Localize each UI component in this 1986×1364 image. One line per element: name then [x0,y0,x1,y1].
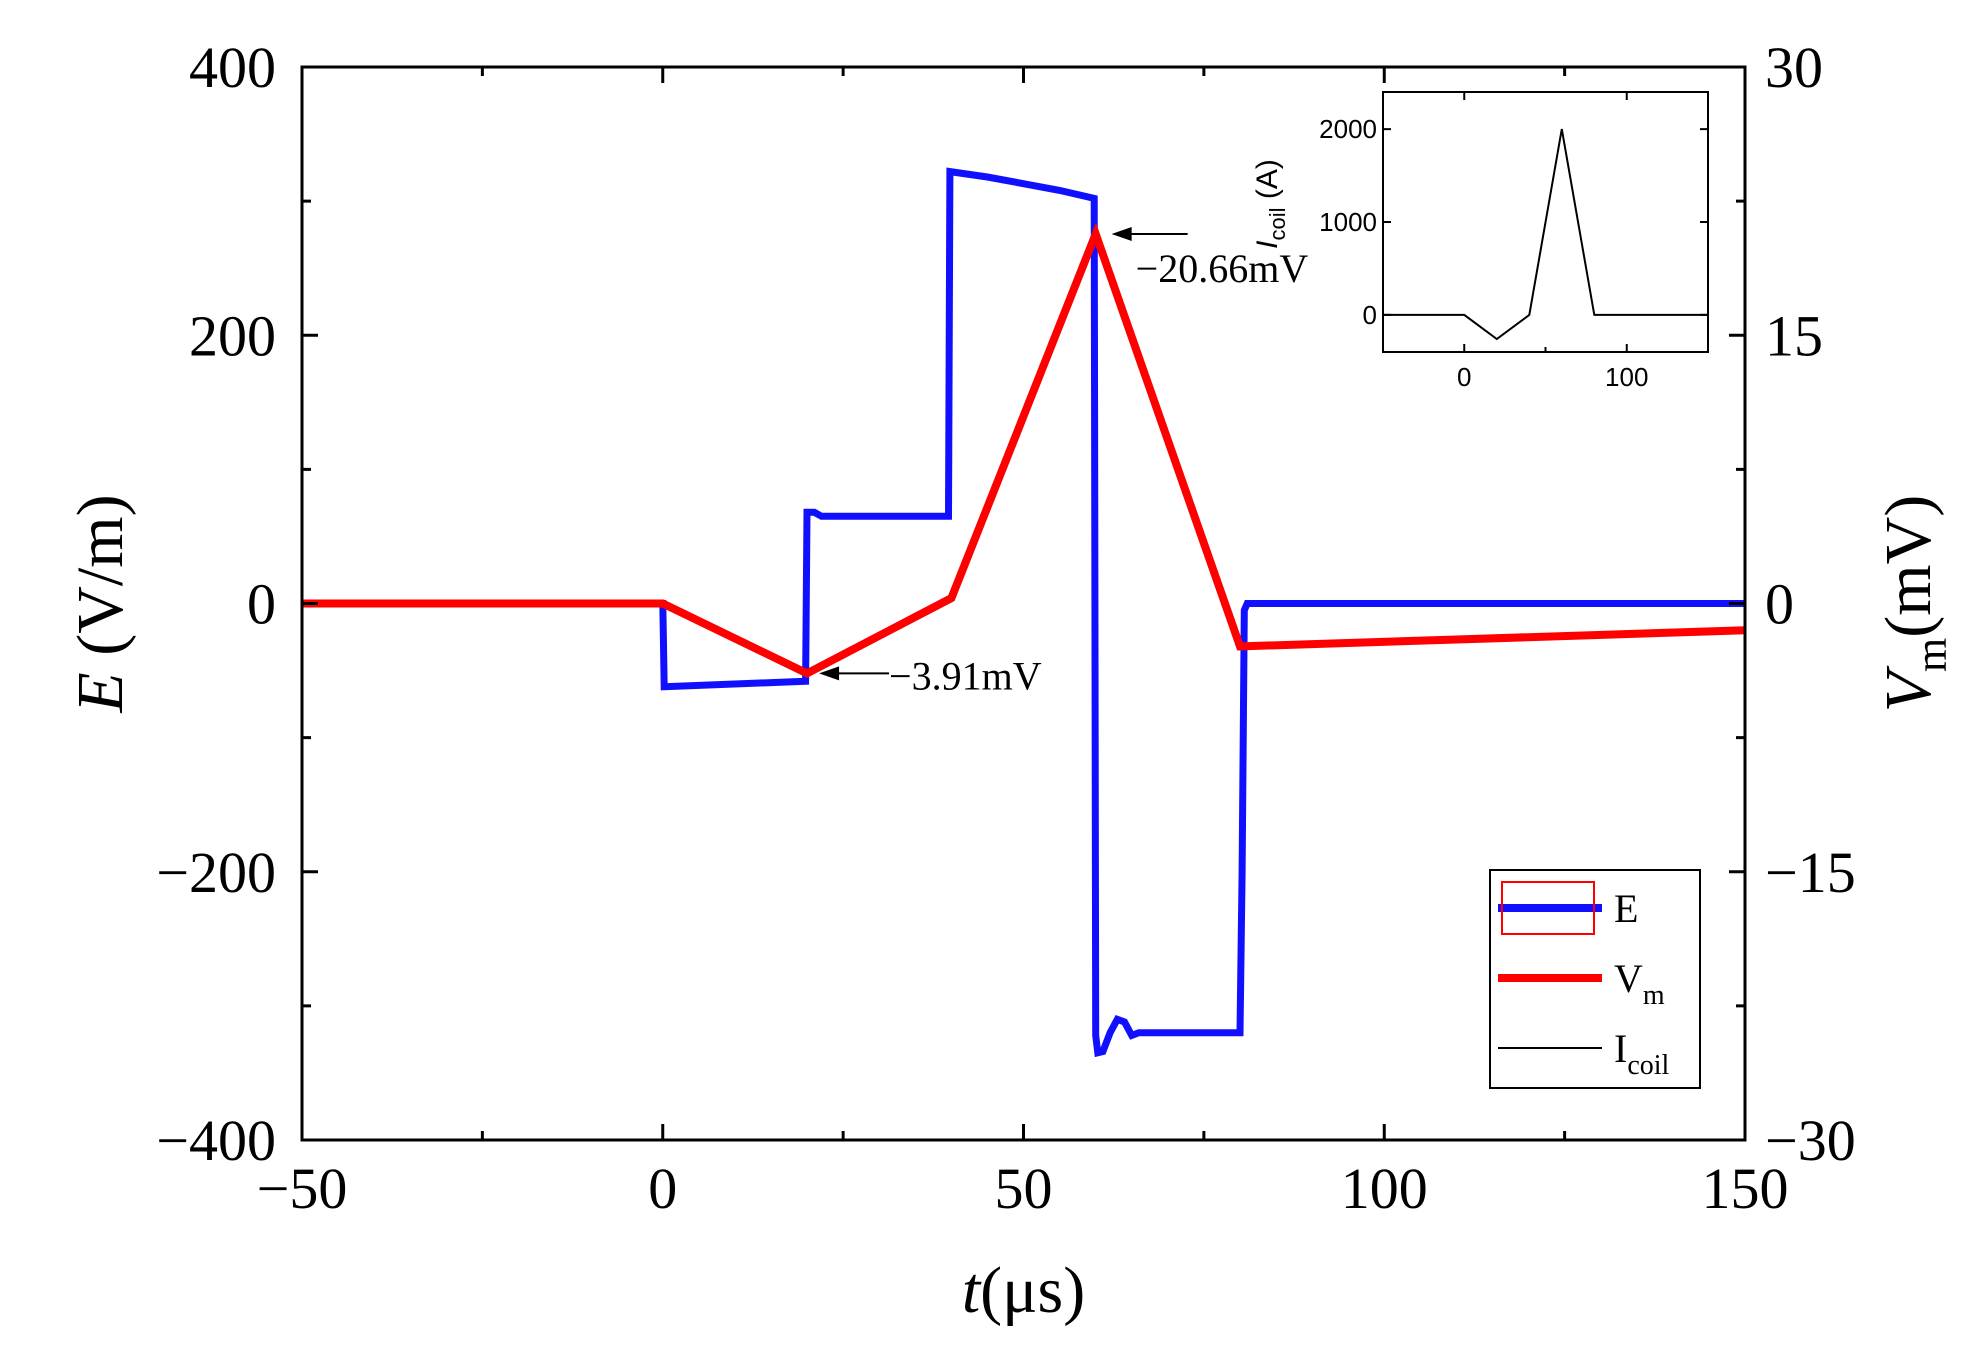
y-right-axis-title-unit: (mV) [1872,495,1945,638]
y-right-tick-label: 15 [1765,303,1823,368]
annotation-label-low: −3.91mV [889,653,1042,698]
y-right-tick-label: −15 [1765,840,1856,905]
inset-y-tick-label: 0 [1363,300,1377,330]
inset-series-line [1383,128,1708,341]
inset-y-axis-title-var: I [1251,241,1284,249]
y-left-tick-label: 0 [247,572,276,637]
x-tick-label: 0 [648,1156,677,1221]
y-left-tick-label: 200 [189,303,276,368]
x-axis-title-var: t [962,1254,982,1327]
y-right-axis-title-var: V [1872,665,1945,712]
legend-label-sub: m [1643,980,1665,1011]
x-tick-label: −50 [257,1156,348,1221]
y-left-axis-title: E (V/m) [64,494,137,713]
inset-y-axis-title: Icoil (A) [1251,159,1290,249]
legend-label-1: Vm [1614,956,1665,1011]
annotation-label-peak: −20.66mV [1136,246,1309,291]
x-tick-label: 100 [1341,1156,1428,1221]
series-line-e [302,167,1745,1058]
x-tick-label: 150 [1702,1156,1789,1221]
x-axis-title: t(μs) [962,1254,1085,1327]
legend-label-2: Icoil [1614,1026,1670,1081]
inset-y-tick-label: 1000 [1319,207,1377,237]
x-tick-label: 50 [995,1156,1053,1221]
y-right-axis-title: Vm(mV) [1872,495,1956,713]
y-left-axis-title-unit: (V/m) [64,494,137,672]
legend-label-main: E [1614,886,1638,931]
y-right-axis-title-sub: m [1907,638,1956,672]
y-left-tick-label: −200 [156,840,276,905]
series-line-v-m [302,222,1746,678]
y-left-axis-title-var: E [64,672,137,713]
y-right-tick-label: 30 [1765,35,1823,100]
inset-y-axis-title-sub: coil [1265,207,1290,240]
inset-y-tick-label: 2000 [1319,114,1377,144]
inset-x-tick-label: 100 [1605,362,1648,392]
legend-label-0: E [1614,886,1638,931]
inset-y-axis-title-unit: (A) [1251,159,1284,207]
legend-label-sub: coil [1627,1050,1669,1081]
y-left-tick-label: −400 [156,1108,276,1173]
annotation-arrow-low-head [819,666,840,681]
y-right-tick-label: 0 [1765,572,1794,637]
legend-label-main: I [1614,1026,1627,1071]
annotation-arrow-peak-head [1111,227,1132,242]
legend-selection-box [1501,881,1595,935]
legend-label-main: V [1614,956,1643,1001]
inset-x-tick-label: 0 [1457,362,1471,392]
y-right-tick-label: −30 [1765,1108,1856,1173]
y-left-tick-label: 400 [189,35,276,100]
x-axis-title-unit: (μs) [980,1254,1085,1327]
